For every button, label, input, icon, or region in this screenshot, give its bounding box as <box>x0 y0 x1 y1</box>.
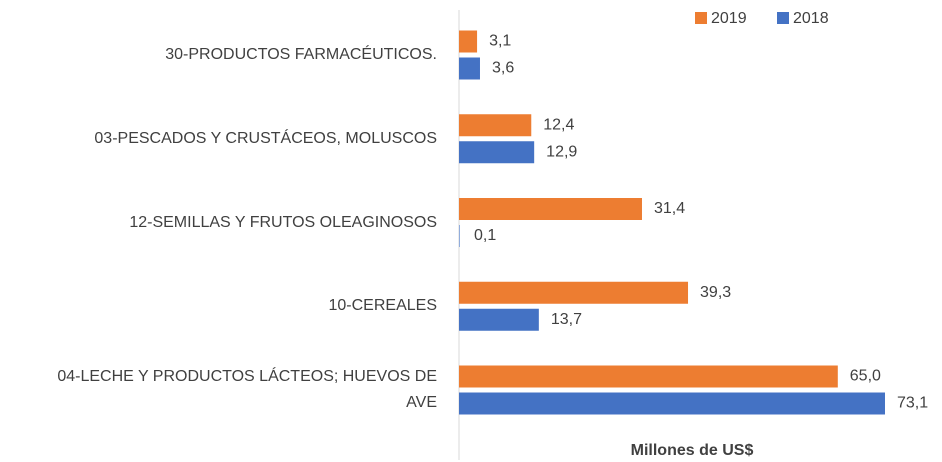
legend-swatch <box>695 12 707 24</box>
legend-swatch <box>777 12 789 24</box>
bar <box>459 57 480 80</box>
bar <box>459 308 539 331</box>
category-label: 10-CEREALES <box>328 297 438 315</box>
data-label: 0,1 <box>474 227 496 244</box>
category-label: 30-PRODUCTOS FARMACÉUTICOS. <box>165 46 437 63</box>
data-label: 3,6 <box>492 60 514 77</box>
bar <box>459 225 460 247</box>
bar <box>459 114 532 137</box>
data-label: 13,7 <box>551 311 582 328</box>
data-label: 12,4 <box>543 116 574 133</box>
bar <box>459 30 478 53</box>
data-label: 73,1 <box>897 395 928 412</box>
bar <box>459 141 535 164</box>
bar <box>459 392 885 415</box>
data-label: 65,0 <box>850 368 881 385</box>
data-label: 31,4 <box>654 200 685 217</box>
bar <box>459 281 689 304</box>
bar <box>459 198 642 220</box>
legend-label: 2018 <box>793 10 829 27</box>
x-axis-label: Millones de US$ <box>631 442 754 459</box>
legend-label: 2019 <box>711 10 747 27</box>
data-label: 39,3 <box>700 284 731 301</box>
data-label: 3,1 <box>489 33 511 50</box>
data-label: 12,9 <box>546 143 577 160</box>
category-label: 04-LECHE Y PRODUCTOS LÁCTEOS; HUEVOS DE … <box>57 368 437 411</box>
bar <box>459 365 838 388</box>
category-label: 03-PESCADOS Y CRUSTÁCEOS, MOLUSCOS <box>94 129 437 147</box>
category-label: 12-SEMILLAS Y FRUTOS OLEAGINOSOS <box>129 213 437 231</box>
